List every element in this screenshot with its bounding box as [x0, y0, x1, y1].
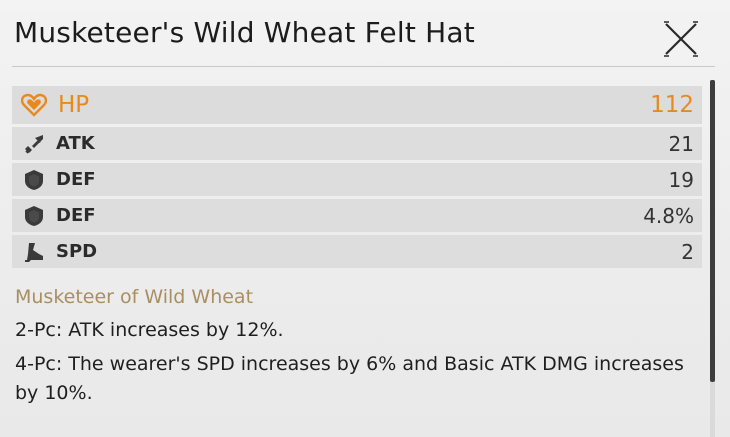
boot-icon [20, 238, 48, 266]
sub-stat-label: DEF [56, 169, 96, 190]
set-name: Musketeer of Wild Wheat [15, 286, 254, 308]
sub-stat-label: SPD [56, 241, 98, 262]
sub-stat-value: 21 [668, 131, 694, 156]
shield-icon [20, 166, 48, 194]
main-stat-row: HP 112 [12, 86, 702, 124]
scrollbar-thumb[interactable] [710, 80, 715, 382]
set-effect-4pc: 4-Pc: The wearer's SPD increases by 6% a… [15, 353, 684, 404]
close-x-icon [664, 21, 698, 57]
sub-stat-value: 4.8% [643, 203, 694, 228]
sub-stat-row: DEF 19 [12, 163, 702, 196]
close-button[interactable] [660, 18, 702, 60]
relic-title: Musketeer's Wild Wheat Felt Hat [14, 16, 475, 49]
sub-stat-label: ATK [56, 133, 95, 154]
stat-list: HP 112 ATK 21 DEF [12, 86, 702, 271]
sub-stat-value: 2 [681, 239, 694, 264]
sub-stat-row: SPD 2 [12, 235, 702, 268]
main-stat-value: 112 [650, 92, 694, 118]
sub-stat-label: DEF [56, 205, 96, 226]
main-stat-label: HP [58, 92, 90, 118]
sub-stat-value: 19 [668, 167, 694, 192]
sword-icon [20, 130, 48, 158]
title-divider [12, 66, 715, 67]
heart-icon [20, 91, 48, 119]
sub-stat-row: ATK 21 [12, 127, 702, 160]
set-effect-2pc: 2-Pc: ATK increases by 12%. [15, 319, 284, 341]
shield-icon [20, 202, 48, 230]
sub-stat-row: DEF 4.8% [12, 199, 702, 232]
